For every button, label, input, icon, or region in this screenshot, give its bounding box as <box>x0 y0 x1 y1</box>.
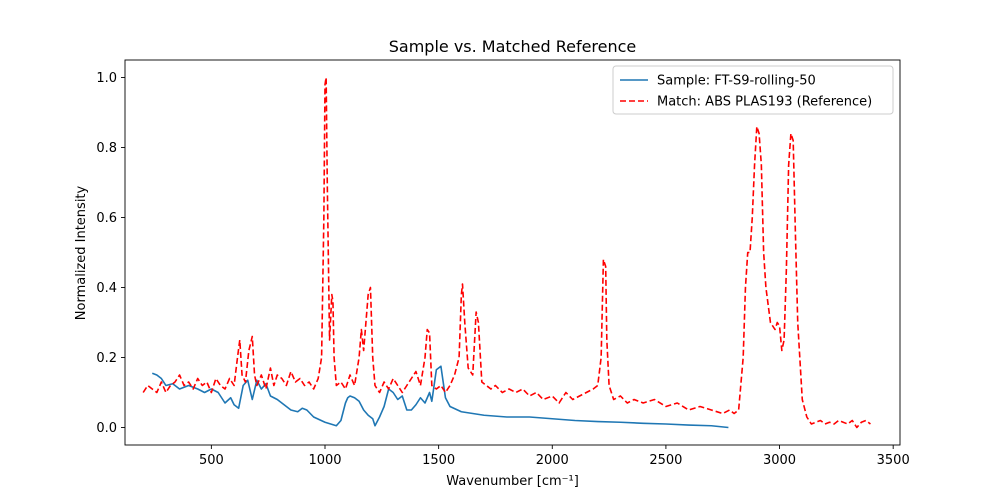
y-axis-label: Normalized Intensity <box>74 185 89 320</box>
y-tick-label: 0.8 <box>96 141 117 156</box>
y-axis: 0.0 0.2 0.4 0.6 0.8 1.0 <box>96 71 125 436</box>
y-tick-label: 0.6 <box>96 211 117 226</box>
legend-box <box>612 65 894 115</box>
x-tick-label: 500 <box>199 453 224 468</box>
x-tick-label: 1500 <box>422 453 455 468</box>
y-tick-label: 0.0 <box>96 421 117 436</box>
series-line-2 <box>142 76 871 429</box>
x-tick-label: 3500 <box>877 453 910 468</box>
chart-title: Sample vs. Matched Reference <box>389 37 637 56</box>
series-line-1 <box>151 365 729 429</box>
x-tick-label: 2500 <box>649 453 682 468</box>
x-tick-label: 3000 <box>763 453 796 468</box>
x-tick-label: 2000 <box>536 453 569 468</box>
y-tick-label: 1.0 <box>96 71 117 86</box>
plot-area <box>124 59 901 446</box>
x-tick-label: 1000 <box>308 453 341 468</box>
legend-label-1: Sample: FT-S9-rolling-50 <box>657 74 816 89</box>
x-axis: 500 1000 1500 2000 2500 3000 3500 <box>199 445 910 468</box>
plot-frame <box>124 59 901 446</box>
legend-label-2: Match: ABS PLAS193 (Reference) <box>657 95 872 110</box>
legend: Sample: FT-S9-rolling-50 Match: ABS PLAS1… <box>612 65 894 115</box>
x-axis-label: Wavenumber [cm⁻¹] <box>446 474 579 489</box>
y-tick-label: 0.4 <box>96 281 117 296</box>
y-tick-label: 0.2 <box>96 351 117 366</box>
